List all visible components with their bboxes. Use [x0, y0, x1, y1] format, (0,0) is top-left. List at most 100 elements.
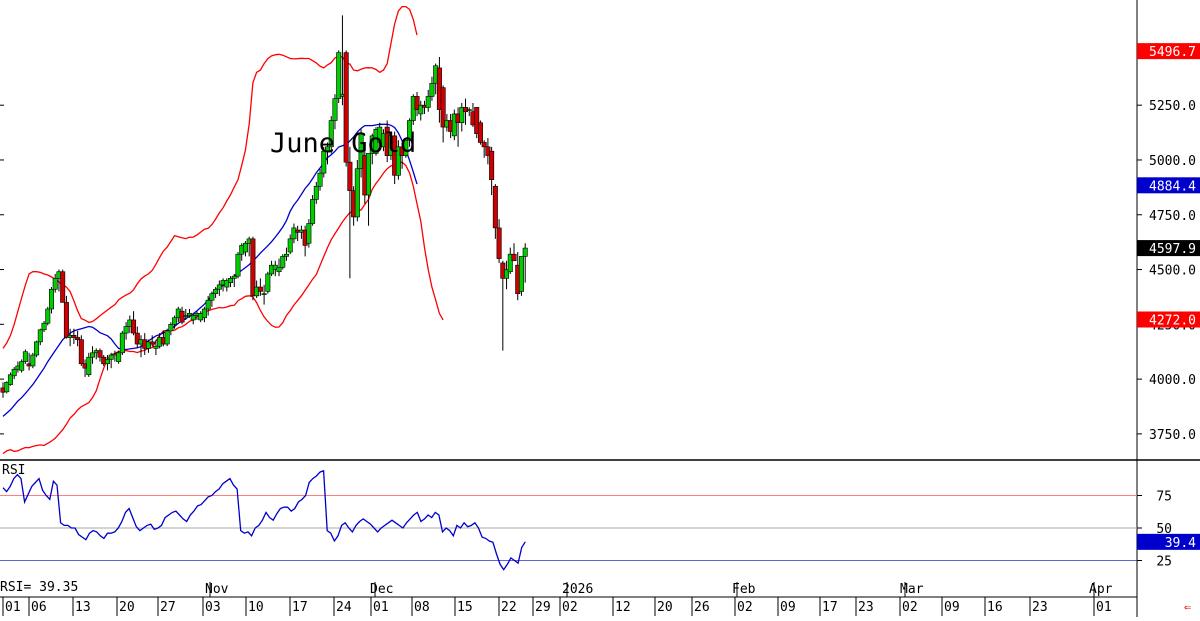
candle-body	[19, 361, 25, 371]
candle-body	[492, 185, 498, 229]
x-month-label: Dec	[370, 582, 393, 597]
x-day-label: 29	[535, 600, 551, 615]
candle-body	[504, 269, 510, 279]
price-tag	[1137, 311, 1200, 328]
x-day-label: 23	[1032, 600, 1048, 615]
candle-body	[317, 172, 323, 187]
candle-body	[216, 284, 222, 290]
y-tick-label: 5000.0	[1149, 154, 1196, 169]
candle-body	[507, 253, 513, 273]
candle-body	[440, 87, 446, 128]
candle-body	[287, 238, 293, 253]
price-panel	[0, 0, 1137, 459]
candle-body	[172, 317, 178, 325]
candle-body	[213, 288, 219, 294]
x-day-label: 03	[205, 600, 221, 615]
candle-body	[4, 382, 10, 393]
candle-body	[511, 253, 517, 262]
candle-body	[235, 253, 241, 277]
candle-body	[48, 288, 54, 310]
x-month-label: Nov	[205, 582, 229, 597]
candle-body	[366, 153, 372, 196]
candle-body	[343, 52, 349, 163]
rsi-value-tag	[1137, 533, 1200, 550]
candle-body	[310, 199, 316, 224]
x-day-label: 02	[902, 600, 918, 615]
candle-body	[291, 227, 297, 240]
candle-body	[459, 107, 465, 124]
candle-body	[325, 146, 331, 152]
candle-body	[332, 98, 338, 121]
candle-body	[78, 339, 84, 365]
x-day-label: 12	[615, 600, 631, 615]
candle-body	[414, 96, 420, 110]
candle-body	[22, 351, 28, 362]
rsi-line	[2, 469, 526, 571]
x-month-label: 2026	[562, 582, 593, 597]
candle-body	[71, 334, 77, 338]
candle-body	[108, 354, 114, 360]
x-day-label: 02	[562, 600, 578, 615]
x-day-label: 15	[457, 600, 473, 615]
rsi-readout: RSI= 39.35	[0, 580, 79, 595]
rsi-tick-label: 75	[1156, 490, 1172, 505]
x-day-label: 08	[414, 600, 430, 615]
y-tick-label: 4500.0	[1149, 264, 1196, 279]
candle-body	[168, 324, 174, 332]
x-day-label: 23	[858, 600, 874, 615]
candle-body	[209, 293, 215, 301]
x-day-label: 01	[5, 600, 21, 615]
candle-body	[395, 146, 401, 176]
candle-body	[425, 96, 431, 108]
price-tag	[1137, 43, 1200, 60]
candle-body	[45, 308, 51, 324]
candle-body	[358, 133, 364, 170]
candle-body	[187, 313, 193, 316]
candle-body	[228, 278, 234, 283]
candle-body	[429, 82, 435, 97]
x-day-label: 13	[75, 600, 91, 615]
candle-body	[403, 139, 409, 156]
candle-body	[276, 267, 282, 273]
candle-body	[328, 120, 334, 148]
scroll-right-arrow-icon[interactable]: ⇐	[1184, 600, 1192, 614]
candle-body	[30, 354, 36, 367]
candle-body	[496, 227, 502, 259]
rsi-panel-label: RSI	[2, 463, 26, 478]
candle-body	[257, 286, 263, 292]
candle-body	[11, 368, 17, 377]
price-tag-label: 5496.7	[1149, 45, 1196, 60]
x-day-label: 01	[1096, 600, 1112, 615]
x-day-label: 20	[657, 600, 673, 615]
x-day-label: 09	[944, 600, 960, 615]
candle-body	[354, 168, 360, 218]
x-day-label: 26	[694, 600, 710, 615]
x-month-label: Apr	[1089, 582, 1113, 597]
x-day-label: 10	[248, 600, 264, 615]
rsi-tick-label: 25	[1156, 555, 1172, 570]
y-tick-label: 5250.0	[1149, 99, 1196, 114]
y-tick-label: 4000.0	[1149, 373, 1196, 388]
candle-body	[41, 322, 47, 331]
candle-body	[52, 278, 58, 290]
candle-body	[34, 341, 40, 356]
candle-body	[522, 247, 528, 257]
candle-body	[153, 345, 159, 349]
rsi-tick-label: 50	[1156, 522, 1172, 537]
x-day-label: 22	[501, 600, 517, 615]
candle-body	[489, 150, 495, 180]
candle-body	[231, 275, 237, 279]
candle-body	[7, 374, 13, 385]
candle-body	[313, 185, 319, 200]
candle-body	[451, 113, 457, 137]
candle-body	[164, 330, 170, 345]
x-day-label: 24	[336, 600, 352, 615]
candle-body	[477, 122, 483, 143]
candle-body	[119, 332, 125, 354]
candle-body	[205, 299, 211, 310]
y-tick-label: 3750.0	[1149, 428, 1196, 443]
candle-body	[306, 223, 312, 244]
y-tick-label: 4750.0	[1149, 209, 1196, 224]
candle-body	[347, 161, 353, 191]
